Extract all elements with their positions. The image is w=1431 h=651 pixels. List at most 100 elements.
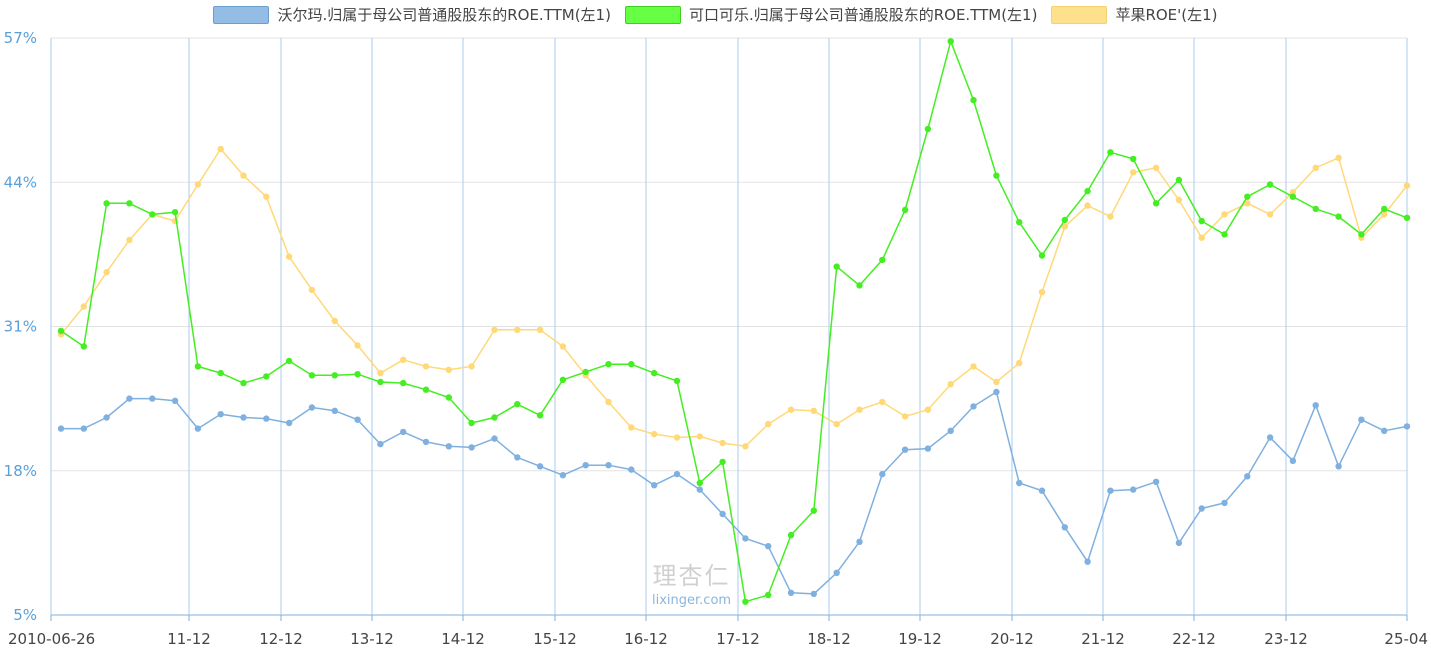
x-tick-label: 2010-06-26 — [8, 630, 95, 648]
data-point-apple — [1175, 196, 1183, 204]
data-point-coca-cola — [628, 361, 635, 368]
data-point-apple — [1266, 211, 1274, 218]
series-coca-cola — [57, 38, 1411, 605]
data-point-walmart — [742, 535, 749, 542]
x-tick-label: 22-12 — [1172, 630, 1216, 648]
data-point-coca-cola — [787, 531, 795, 539]
data-point-apple — [1312, 164, 1319, 171]
data-point-walmart — [171, 397, 179, 404]
data-point-apple — [194, 181, 202, 188]
data-point-apple — [354, 342, 361, 349]
horizontal-gridlines — [51, 37, 1407, 616]
y-tick-label: 5% — [13, 606, 37, 624]
data-point-apple — [719, 439, 726, 447]
data-point-coca-cola — [1198, 217, 1205, 225]
data-point-walmart — [1221, 499, 1228, 507]
data-point-apple — [810, 407, 817, 414]
data-point-walmart — [285, 419, 293, 427]
data-point-apple — [765, 420, 772, 428]
data-point-apple — [901, 413, 909, 420]
x-tick-label: 21-12 — [1081, 630, 1125, 648]
data-point-walmart — [810, 590, 817, 598]
data-point-apple — [331, 317, 338, 325]
data-point-apple — [833, 420, 840, 428]
legend-item-coca-cola[interactable]: 可口可乐.归属于母公司普通股股东的ROE.TTM(左1) — [624, 4, 1038, 25]
data-point-walmart — [1403, 423, 1411, 430]
data-point-walmart — [1130, 486, 1137, 493]
data-point-walmart — [651, 482, 658, 489]
data-point-coca-cola — [422, 386, 430, 393]
data-point-coca-cola — [240, 379, 247, 387]
data-point-coca-cola — [514, 401, 521, 408]
data-point-walmart — [1266, 434, 1274, 441]
data-point-walmart — [194, 425, 202, 432]
x-tick-label: 16-12 — [624, 630, 668, 648]
data-point-walmart — [628, 466, 635, 473]
data-point-walmart — [1289, 457, 1297, 464]
legend-item-apple[interactable]: 苹果ROE'(左1) — [1051, 4, 1218, 25]
data-point-apple — [924, 406, 932, 413]
data-point-walmart — [1084, 558, 1091, 565]
y-axis-ticks: 5% 18% 31% 44% 57% — [4, 29, 37, 624]
data-point-coca-cola — [879, 256, 886, 264]
data-point-walmart — [696, 486, 703, 493]
data-point-walmart — [765, 543, 772, 550]
x-tick-label: 12-12 — [259, 630, 303, 648]
data-point-walmart — [787, 589, 795, 596]
data-point-apple — [742, 443, 749, 450]
series-line-walmart — [61, 391, 1408, 595]
data-point-walmart — [354, 416, 361, 423]
data-point-coca-cola — [1038, 252, 1046, 259]
data-point-walmart — [993, 388, 1000, 396]
data-point-walmart — [308, 404, 316, 411]
data-point-apple — [1403, 182, 1411, 189]
data-point-apple — [536, 326, 544, 333]
data-point-apple — [696, 433, 703, 440]
data-point-walmart — [1358, 416, 1365, 423]
data-point-coca-cola — [171, 209, 179, 216]
data-point-walmart — [719, 510, 726, 518]
data-point-coca-cola — [1016, 219, 1023, 226]
legend-swatch-coca-cola — [624, 5, 681, 24]
data-point-apple — [263, 193, 270, 200]
data-point-walmart — [924, 445, 932, 452]
data-point-coca-cola — [1152, 200, 1160, 207]
data-point-coca-cola — [194, 363, 202, 370]
x-tick-label: 15-12 — [533, 630, 577, 648]
legend-label-coca-cola: 可口可乐.归属于母公司普通股股东的ROE.TTM(左1) — [688, 6, 1038, 24]
data-point-walmart — [536, 463, 544, 470]
data-point-walmart — [1244, 473, 1251, 480]
data-point-walmart — [1107, 487, 1114, 494]
data-point-coca-cola — [308, 372, 316, 379]
data-point-walmart — [126, 395, 133, 402]
data-point-apple — [1084, 202, 1091, 209]
vertical-gridlines — [50, 38, 1408, 615]
data-point-coca-cola — [1266, 181, 1274, 188]
data-point-coca-cola — [947, 38, 954, 45]
chart-legend: 沃尔玛.归属于母公司普通股股东的ROE.TTM(左1) 可口可乐.归属于母公司普… — [0, 4, 1431, 25]
data-point-apple — [400, 356, 407, 363]
data-point-walmart — [1061, 524, 1069, 531]
data-point-walmart — [400, 428, 407, 436]
legend-item-walmart[interactable]: 沃尔玛.归属于母公司普通股股东的ROE.TTM(左1) — [213, 4, 611, 25]
data-point-walmart — [491, 435, 498, 442]
data-point-apple — [308, 286, 316, 294]
legend-label-walmart: 沃尔玛.归属于母公司普通股股东的ROE.TTM(左1) — [277, 6, 611, 24]
data-point-walmart — [217, 411, 224, 418]
data-point-walmart — [1381, 427, 1388, 434]
data-point-walmart — [582, 462, 589, 469]
data-point-walmart — [377, 440, 384, 448]
data-point-walmart — [103, 414, 110, 421]
data-point-coca-cola — [354, 371, 361, 378]
data-point-apple — [103, 268, 110, 276]
data-point-coca-cola — [993, 172, 1000, 179]
data-point-coca-cola — [605, 361, 612, 368]
data-point-apple — [240, 172, 247, 179]
x-tick-label: 17-12 — [716, 630, 760, 648]
data-point-coca-cola — [126, 200, 133, 207]
data-point-walmart — [240, 414, 247, 421]
data-point-apple — [468, 363, 475, 370]
data-point-walmart — [1038, 487, 1046, 494]
y-tick-label: 57% — [4, 29, 37, 47]
